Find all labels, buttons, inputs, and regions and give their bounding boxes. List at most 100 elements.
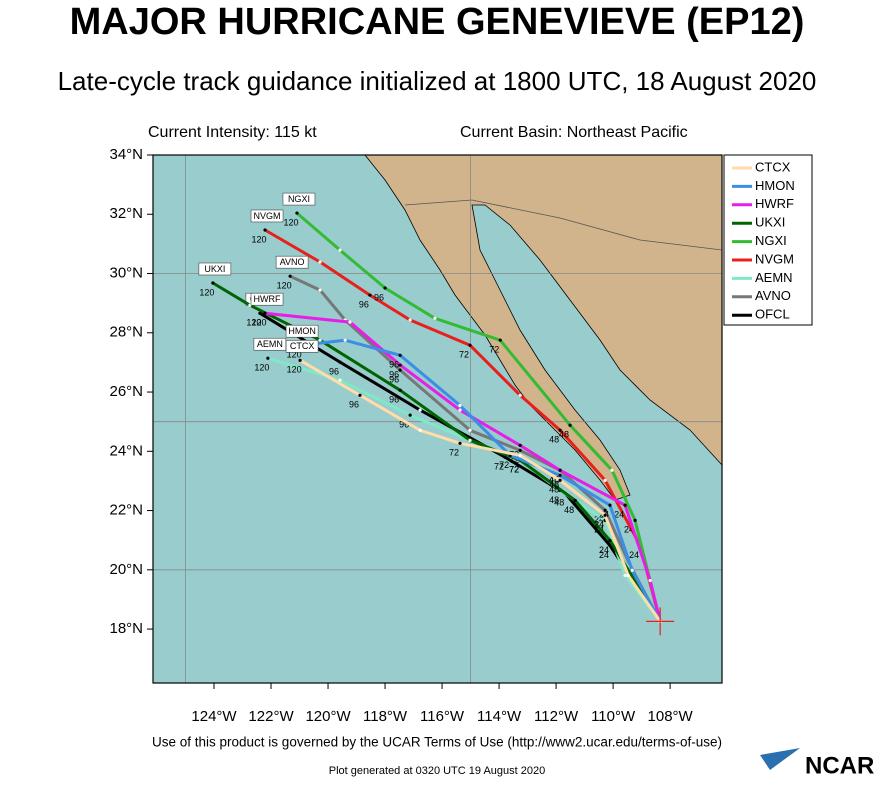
x-tick-label: 112°W xyxy=(534,708,579,725)
track-point xyxy=(318,288,322,292)
track-name: AEMN xyxy=(257,339,283,349)
ncar-logo: NCAR xyxy=(760,748,874,779)
track-point xyxy=(398,353,402,357)
track-point xyxy=(263,228,267,232)
x-tick-label: 122°W xyxy=(248,708,294,725)
hour-label: 120 xyxy=(277,281,292,291)
y-tick-label: 34°N xyxy=(109,146,143,163)
track-point xyxy=(288,274,292,278)
hour-label: 96 xyxy=(329,366,339,376)
track-point xyxy=(433,316,437,320)
track-point xyxy=(458,403,462,407)
track-point xyxy=(266,356,270,360)
y-tick-label: 22°N xyxy=(109,502,143,519)
hour-label: 120 xyxy=(283,217,298,227)
legend-label: HMON xyxy=(755,178,795,193)
hour-label: 24 xyxy=(614,510,624,520)
y-tick-label: 32°N xyxy=(109,205,143,222)
track-point xyxy=(518,393,522,397)
track-name: AVNO xyxy=(280,257,305,267)
track-name-box xyxy=(282,192,316,206)
track-point xyxy=(610,468,614,472)
x-tick-label: 108°W xyxy=(648,708,694,725)
y-tick-label: 28°N xyxy=(109,324,143,341)
generated: Plot generated at 0320 UTC 19 August 202… xyxy=(329,765,546,777)
track-point xyxy=(648,578,652,583)
hour-label: 48 xyxy=(549,475,559,485)
track-point xyxy=(568,423,572,427)
y-tick-label: 24°N xyxy=(109,442,143,459)
track-point xyxy=(623,573,627,578)
hour-label: 48 xyxy=(554,498,564,508)
hour-label: 96 xyxy=(389,369,399,379)
hour-label: 24 xyxy=(629,550,639,560)
hour-label: 120 xyxy=(287,350,302,360)
legend-entries: CTCX HMON HWRF UKXI NGXI NVGM AEMN AVNO OFCL xyxy=(732,159,795,322)
track-point xyxy=(358,393,362,397)
legend-label: NVGM xyxy=(755,251,794,266)
legend-label: UKXI xyxy=(755,215,785,230)
track-point xyxy=(573,498,577,503)
y-tick-label: 20°N xyxy=(109,561,143,578)
track-point xyxy=(338,248,342,252)
legend-label: NGXI xyxy=(755,233,787,248)
track-point xyxy=(603,478,607,482)
hour-label: 72 xyxy=(459,350,469,360)
track-name: NGXI xyxy=(288,194,310,204)
track-point xyxy=(418,428,422,432)
basin: Current Basin: Northeast Pacific xyxy=(460,124,688,141)
track-point xyxy=(408,318,412,322)
track-point xyxy=(518,453,522,458)
hour-label: 96 xyxy=(359,300,369,310)
track-point xyxy=(468,343,472,347)
track-point xyxy=(603,513,607,517)
track-name-box xyxy=(285,340,319,353)
track-name-box xyxy=(198,262,232,276)
hour-label: 120 xyxy=(287,365,302,375)
hour-label: 120 xyxy=(252,318,267,328)
x-tick-label: 114°W xyxy=(477,708,522,725)
footer: Use of this product is governed by the U… xyxy=(152,735,722,750)
track-point xyxy=(418,408,422,412)
border xyxy=(404,199,723,251)
hour-label: 48 xyxy=(559,430,569,440)
track-name-box xyxy=(250,292,284,306)
title: MAJOR HURRICANE GENEVIEVE (EP12) xyxy=(70,1,805,43)
tracks: 24487296120OFCL24487296120AVNO2448729612… xyxy=(198,192,675,636)
track-point xyxy=(398,368,402,372)
logo-text: NCAR xyxy=(805,752,874,779)
track-point xyxy=(318,260,322,264)
legend-label: OFCL xyxy=(755,307,790,322)
hour-label: 48 xyxy=(549,495,559,505)
hour-label: 72 xyxy=(509,465,519,475)
track-name: HMON xyxy=(288,326,316,336)
x-tick-label: 118°W xyxy=(363,708,408,725)
x-tick-label: 120°W xyxy=(305,708,351,725)
track-name: UKXI xyxy=(204,264,225,274)
hour-label: 48 xyxy=(549,475,559,485)
hour-label: 96 xyxy=(349,400,359,410)
track-point xyxy=(211,281,215,285)
hour-label: 24 xyxy=(594,520,604,530)
track-point xyxy=(318,338,322,342)
hour-label: 96 xyxy=(399,420,409,430)
track-point xyxy=(626,573,630,578)
track-point xyxy=(518,443,522,447)
land xyxy=(364,154,723,501)
track-point xyxy=(458,408,462,412)
track-point xyxy=(623,503,627,507)
hour-label: 48 xyxy=(549,485,559,495)
hour-label: 120 xyxy=(246,318,261,328)
track-name: NVGM xyxy=(254,211,281,221)
track-point xyxy=(630,568,634,573)
hour-label: 72 xyxy=(494,462,504,472)
track-point xyxy=(258,311,262,315)
track-point xyxy=(398,363,402,367)
track-point xyxy=(558,478,562,482)
hour-label: 48 xyxy=(549,480,559,490)
track-name: CTCX xyxy=(290,341,315,351)
intensity: Current Intensity: 115 kt xyxy=(148,124,317,141)
track-point xyxy=(503,455,507,459)
subtitle: Late-cycle track guidance initialized at… xyxy=(58,66,817,96)
hour-label: 96 xyxy=(389,360,399,370)
